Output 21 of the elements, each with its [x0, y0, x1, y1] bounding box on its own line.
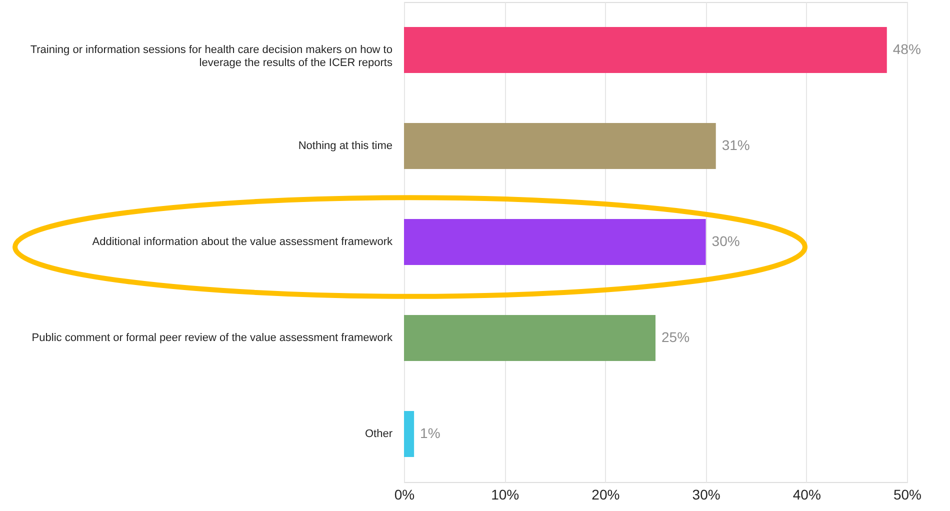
- bar: [404, 122, 716, 170]
- y-tick-label: Other: [364, 428, 393, 440]
- y-tick-label: Nothing at this time: [298, 140, 392, 152]
- x-tick-label: 40%: [792, 486, 821, 502]
- x-tick-label: 50%: [893, 486, 922, 502]
- data-label: 30%: [712, 233, 740, 249]
- bar: [404, 410, 414, 458]
- y-tick-label: Training or information sessions for health care decision makers on how to leverage the results of the ICER reports: [30, 44, 393, 69]
- bar: [404, 26, 887, 74]
- data-label: 31%: [722, 137, 750, 153]
- bar: [404, 218, 706, 266]
- bar: [404, 314, 656, 362]
- x-tick-label: 0%: [394, 486, 415, 502]
- y-tick-label: Additional information about the value assessment framework: [92, 236, 393, 248]
- data-label: 25%: [662, 329, 690, 345]
- x-tick-label: 10%: [491, 486, 520, 502]
- data-label: 1%: [420, 425, 440, 441]
- x-tick-label: 30%: [692, 486, 720, 502]
- y-tick-label: Public comment or formal peer review of the value assessment framework: [32, 332, 393, 344]
- data-label: 48%: [892, 41, 921, 57]
- x-tick-label: 20%: [592, 486, 620, 502]
